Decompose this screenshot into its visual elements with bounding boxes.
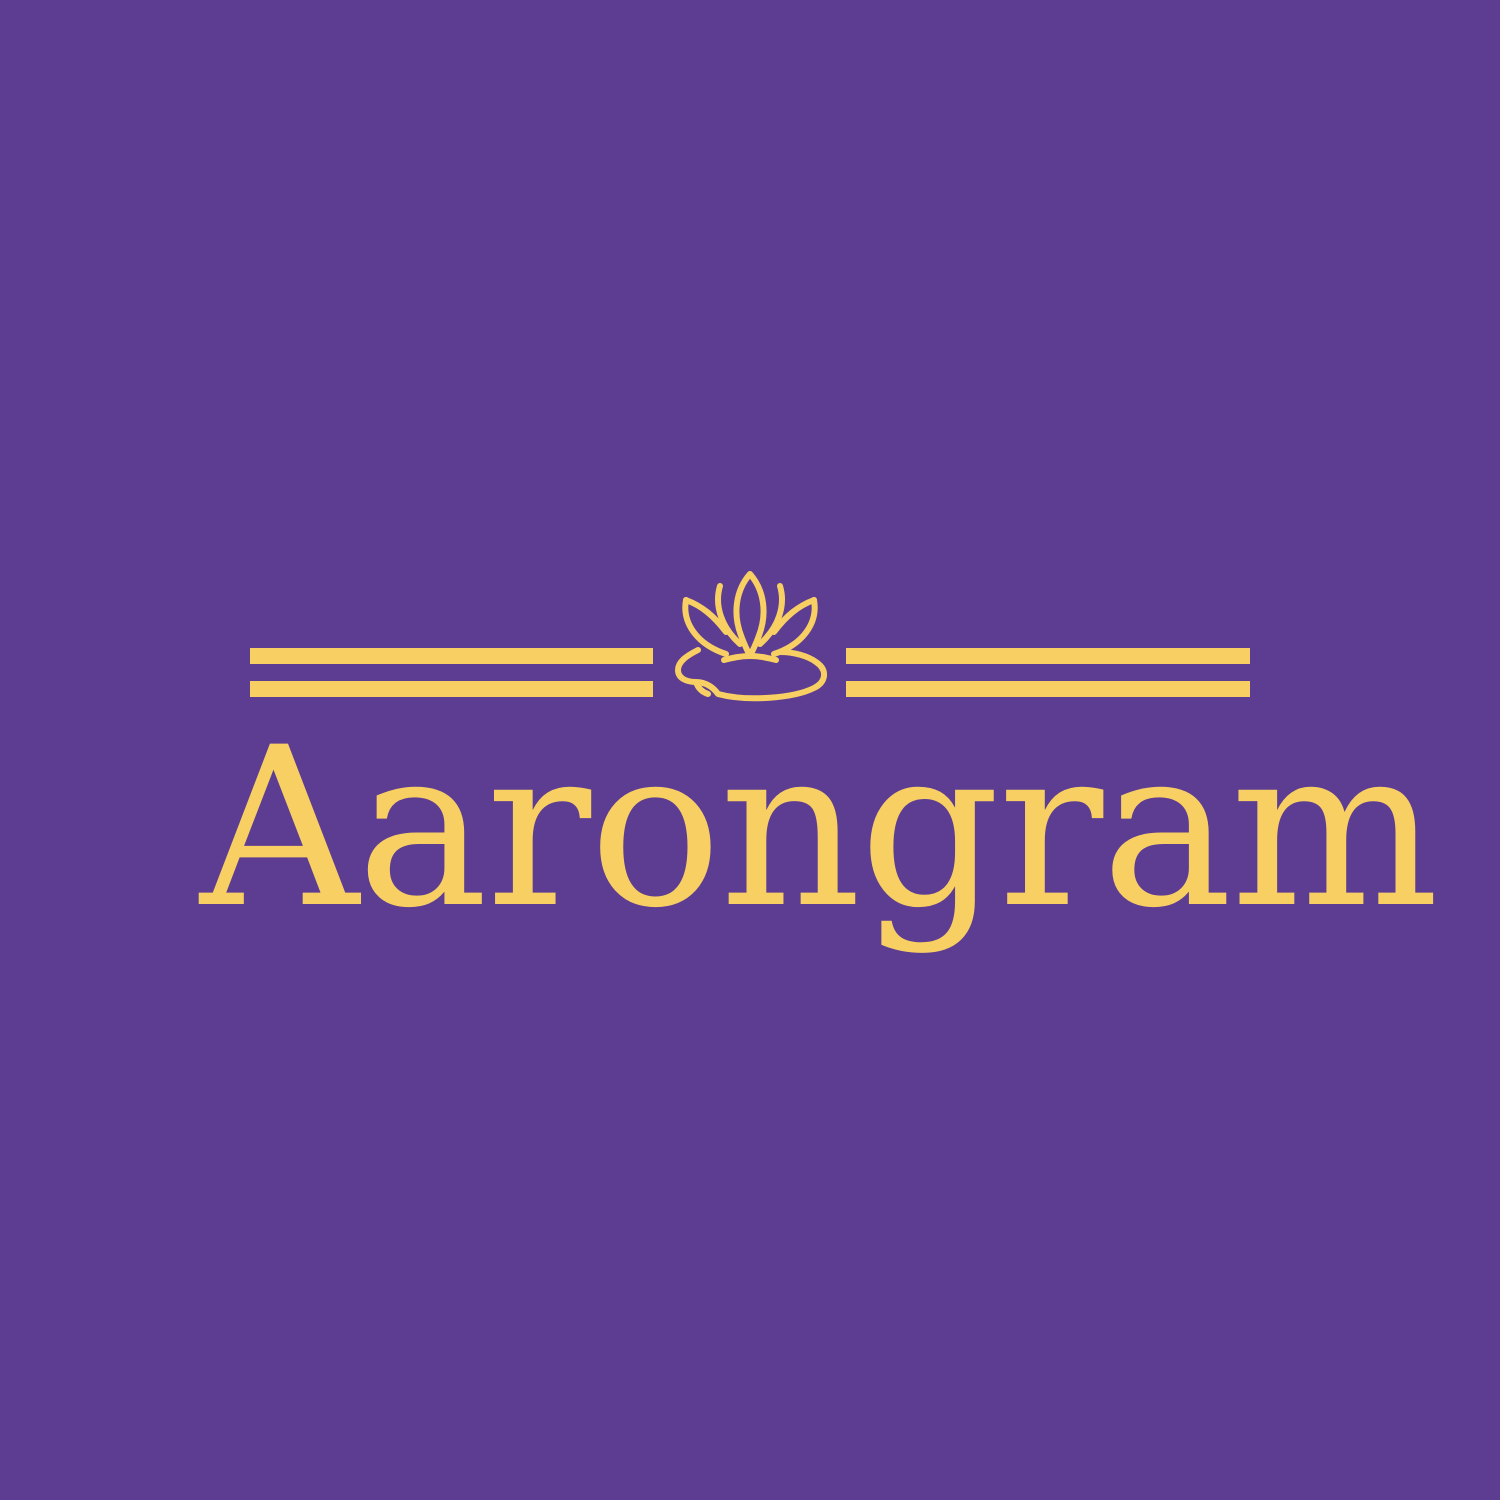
- lotus-icon: [675, 571, 827, 702]
- brand-name: Aarongram: [200, 700, 1439, 956]
- left-bottom-line: [250, 681, 653, 697]
- left-top-line: [250, 648, 653, 664]
- right-top-line: [846, 648, 1250, 664]
- right-bottom-line: [846, 681, 1250, 697]
